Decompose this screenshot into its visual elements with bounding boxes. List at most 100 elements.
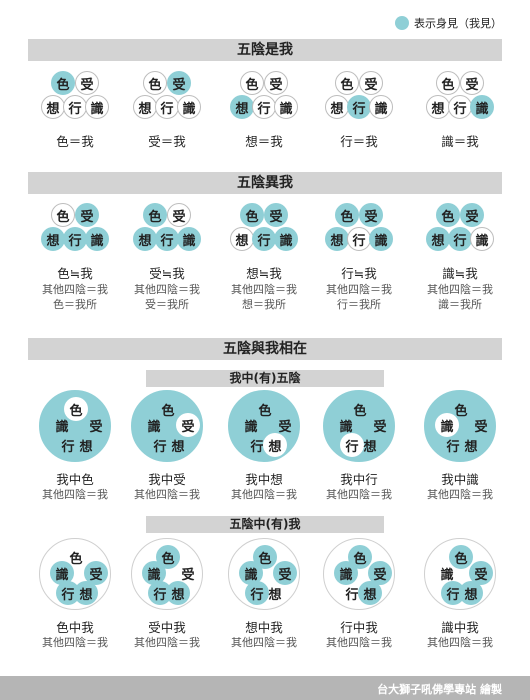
section-title-aggregates-and-self-coexist: 五陰與我相在: [28, 338, 502, 360]
aggregate-circle-2: 想: [133, 227, 157, 251]
aggregate-circle-3: 行: [448, 227, 472, 251]
s3b-item-4-self-circle: 色受識行想: [424, 538, 496, 610]
aggregate-circle-4: 識: [85, 227, 109, 251]
legend-label: 表示身見（我見）: [414, 17, 502, 30]
aggregate-circle-4: 識: [470, 227, 494, 251]
aggregate-circle-3: 行: [347, 95, 371, 119]
s3a-item-note: 其他四陰＝我: [134, 488, 200, 501]
aggregate-circle-4: 識: [369, 95, 393, 119]
aggregate-circle-2: 想: [230, 227, 254, 251]
aggregate-circle-0: 色: [240, 71, 264, 95]
s3a-item-4-self-circle: 色受識行想: [424, 390, 496, 462]
aggregate-circle-3: 行: [340, 433, 364, 457]
aggregate-circle-0: 色: [161, 403, 175, 419]
aggregate-circle-1: 受: [373, 419, 387, 435]
s1-item-label: 行＝我: [340, 134, 378, 149]
s3a-item-note: 其他四陰＝我: [427, 488, 493, 501]
aggregate-circle-0: 色: [449, 545, 473, 569]
aggregate-circle-4: 識: [85, 95, 109, 119]
s3a-item-0-self-circle: 色受 識行想: [39, 390, 111, 462]
aggregate-circle-0: 色: [335, 203, 359, 227]
s2-item-note-2: 受＝我所: [145, 298, 189, 311]
aggregate-circle-4: 識: [274, 227, 298, 251]
aggregate-circle-1: 受: [460, 203, 484, 227]
aggregate-circle-3: 行: [155, 95, 179, 119]
s2-item-note-1: 其他四陰＝我: [231, 283, 297, 296]
aggregate-circle-2: 想: [41, 227, 65, 251]
aggregate-circle-1: 受: [181, 567, 195, 583]
aggregate-circle-1: 受: [89, 419, 103, 435]
s2-item-note-2: 想＝我所: [242, 298, 286, 311]
subsection-title-self-contains-aggregates: 我中(有)五陰: [146, 370, 384, 387]
s1-item-1-aggregates-cluster: 色受想行識: [133, 71, 201, 119]
legend: 表示身見（我見）: [395, 15, 502, 31]
s2-item-label: 想≒我: [246, 266, 282, 281]
aggregate-circle-1: 受: [167, 71, 191, 95]
aggregate-circle-2: 想: [426, 95, 450, 119]
s3a-item-1-self-circle: 色受識行想: [131, 390, 203, 462]
aggregate-circle-1: 受: [278, 419, 292, 435]
aggregate-circle-0: 色: [253, 545, 277, 569]
s3a-item-note: 其他四陰＝我: [231, 488, 297, 501]
aggregate-circle-0: 色: [51, 71, 75, 95]
aggregate-circle-1: 受: [75, 203, 99, 227]
aggregate-circle-1: 受: [75, 71, 99, 95]
s2-item-note-2: 色＝我所: [53, 298, 97, 311]
aggregate-circle-3: 行: [345, 587, 359, 603]
aggregate-circle-2: 想: [133, 95, 157, 119]
s3a-item-3-self-circle: 色受 識行想: [323, 390, 395, 462]
s3b-item-note: 其他四陰＝我: [134, 636, 200, 649]
s3a-item-note: 其他四陰＝我: [42, 488, 108, 501]
s1-item-label: 色＝我: [56, 134, 94, 149]
s2-item-3-aggregates-cluster: 色受想行識: [325, 203, 393, 251]
aggregate-circle-2: 想: [358, 581, 382, 605]
s1-item-label: 識＝我: [441, 134, 479, 149]
s3b-item-label: 受中我: [148, 620, 186, 635]
aggregate-circle-4: 識: [440, 567, 454, 583]
s2-item-note-2: 識＝我所: [438, 298, 482, 311]
aggregate-circle-2: 想: [325, 95, 349, 119]
aggregate-circle-2: 想: [263, 433, 287, 457]
s3b-item-0-self-circle: 色受識行想: [39, 538, 111, 610]
aggregate-circle-4: 識: [55, 419, 69, 435]
s3b-item-label: 識中我: [441, 620, 479, 635]
aggregate-circle-2: 想: [166, 581, 190, 605]
aggregate-circle-0: 色: [436, 203, 460, 227]
aggregate-circle-1: 受: [264, 203, 288, 227]
s3b-item-label: 色中我: [56, 620, 94, 635]
aggregate-circle-2: 想: [171, 439, 185, 455]
aggregate-circle-0: 色: [51, 203, 75, 227]
aggregate-circle-1: 受: [474, 419, 488, 435]
s1-item-4-aggregates-cluster: 色受想行識: [426, 71, 494, 119]
s1-item-label: 受＝我: [148, 134, 186, 149]
s3b-item-note: 其他四陰＝我: [231, 636, 297, 649]
s3a-item-note: 其他四陰＝我: [326, 488, 392, 501]
s3b-item-note: 其他四陰＝我: [427, 636, 493, 649]
s1-item-3-aggregates-cluster: 色受想行識: [325, 71, 393, 119]
s3a-item-label: 我中想: [245, 472, 283, 487]
s3b-item-3-self-circle: 色受識行想: [323, 538, 395, 610]
aggregate-circle-3: 行: [250, 439, 264, 455]
s2-item-note-1: 其他四陰＝我: [427, 283, 493, 296]
aggregate-circle-4: 識: [339, 419, 353, 435]
aggregate-circle-3: 行: [63, 95, 87, 119]
s3a-item-2-self-circle: 色受 識行想: [228, 390, 300, 462]
s2-item-label: 行≒我: [341, 266, 377, 281]
aggregate-circle-0: 色: [353, 403, 367, 419]
aggregate-circle-1: 受: [273, 561, 297, 585]
aggregate-circle-4: 識: [369, 227, 393, 251]
aggregate-circle-2: 想: [459, 581, 483, 605]
s3b-item-1-self-circle: 色受識行想: [131, 538, 203, 610]
aggregate-circle-4: 識: [147, 419, 161, 435]
aggregate-circle-2: 想: [426, 227, 450, 251]
aggregate-circle-2: 想: [363, 439, 377, 455]
subsection-title-aggregates-contain-self: 五陰中(有)我: [146, 516, 384, 533]
section-title-five-aggregates-are-self: 五陰是我: [28, 39, 502, 61]
s3b-item-label: 想中我: [245, 620, 283, 635]
aggregate-circle-1: 受: [359, 203, 383, 227]
s1-item-2-aggregates-cluster: 色受想行識: [230, 71, 298, 119]
aggregate-circle-3: 行: [446, 439, 460, 455]
aggregate-circle-3: 行: [153, 439, 167, 455]
footer-credit: 台大獅子吼佛學專站 繪製: [377, 683, 502, 696]
s2-item-0-aggregates-cluster: 色受想行識: [41, 203, 109, 251]
